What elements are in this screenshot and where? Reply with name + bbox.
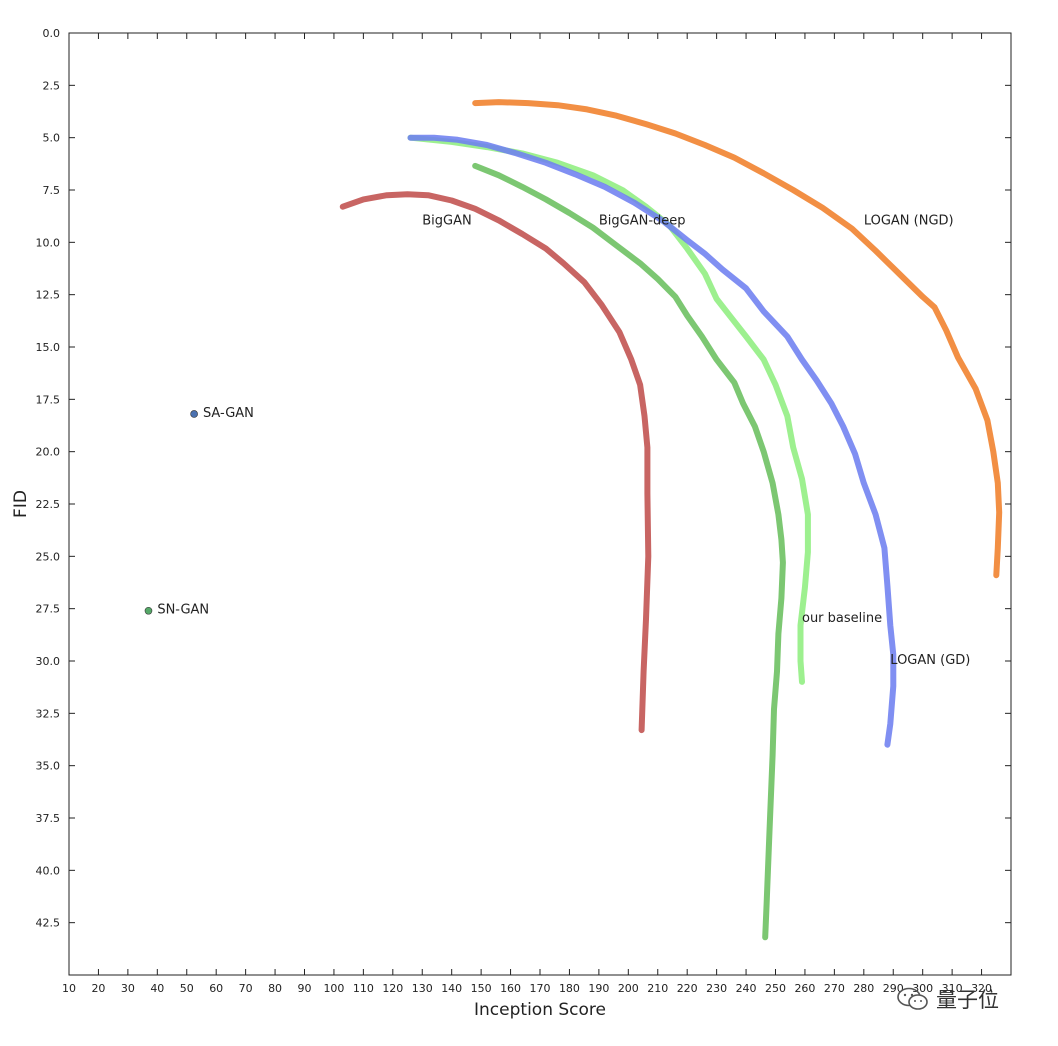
x-tick-label: 100 — [323, 982, 344, 995]
y-tick-label: 2.5 — [43, 79, 61, 92]
y-tick-label: 32.5 — [36, 707, 61, 720]
x-tick-label: 150 — [471, 982, 492, 995]
x-tick-label: 40 — [150, 982, 164, 995]
x-tick-label: 30 — [121, 982, 135, 995]
y-tick-label: 7.5 — [43, 184, 61, 197]
y-tick-label: 27.5 — [36, 603, 61, 616]
annotation-layer: BigGAN BigGAN-deep LOGAN (NGD) our baseline… — [157, 213, 970, 668]
x-tick-label: 190 — [588, 982, 609, 995]
x-tick-label: 80 — [268, 982, 282, 995]
y-tick-label: 37.5 — [36, 812, 61, 825]
x-tick-label: 290 — [883, 982, 904, 995]
x-tick-label: 260 — [794, 982, 815, 995]
series-line-logan-ngd — [472, 99, 1003, 579]
wechat-icon — [897, 987, 928, 1010]
annotation-our-baseline: our baseline — [802, 611, 882, 626]
points-layer — [144, 410, 198, 615]
x-tick-label: 230 — [706, 982, 727, 995]
x-tick-label: 270 — [824, 982, 845, 995]
x-tick-label: 200 — [618, 982, 639, 995]
y-tick-label: 42.5 — [36, 917, 61, 930]
y-tick-label: 25.0 — [36, 550, 61, 563]
x-tick-label: 280 — [853, 982, 874, 995]
y-tick-label: 20.0 — [36, 446, 61, 459]
x-tick-label: 10 — [62, 982, 76, 995]
annotation-logan-gd: LOGAN (GD) — [890, 653, 970, 668]
x-tick-label: 20 — [91, 982, 105, 995]
x-tick-label: 160 — [500, 982, 521, 995]
y-tick-label: 12.5 — [36, 289, 61, 302]
plot-frame — [68, 32, 1012, 976]
watermark: 量子位 — [896, 984, 999, 1014]
point-sa-gan — [190, 410, 198, 418]
x-tick-label: 60 — [209, 982, 223, 995]
annotation-biggan: BigGAN — [422, 213, 471, 228]
x-tick-label: 310 — [942, 982, 963, 995]
x-tick-label: 220 — [677, 982, 698, 995]
series-line-logan-gd — [407, 134, 897, 748]
y-tick-label: 5.0 — [43, 132, 61, 145]
y-axis: 0.0 2.5 5.0 7.5 10.0 12.5 15.0 17.5 20.0 22.5 25.0… — [36, 27, 1011, 930]
x-tick-label: 240 — [736, 982, 757, 995]
x-tick-label: 180 — [559, 982, 580, 995]
x-tick-label: 130 — [412, 982, 433, 995]
x-tick-label: 170 — [530, 982, 551, 995]
series-layer — [339, 99, 1003, 941]
annotation-sn-gan: SN-GAN — [157, 603, 209, 618]
y-axis-title: FID — [11, 490, 31, 518]
x-tick-label: 50 — [180, 982, 194, 995]
y-tick-label: 17.5 — [36, 393, 61, 406]
x-axis: 10 20 30 40 50 60 70 80 90 100 110 120 130 140 150 160 1… — [62, 33, 992, 995]
annotation-logan-ngd: LOGAN (NGD) — [864, 213, 954, 228]
x-tick-label: 250 — [765, 982, 786, 995]
x-axis-title: Inception Score — [474, 1000, 606, 1020]
series-line-biggan-deep — [472, 162, 786, 941]
series-line-biggan — [339, 191, 652, 734]
y-tick-label: 22.5 — [36, 498, 61, 511]
x-tick-label: 120 — [382, 982, 403, 995]
y-tick-label: 35.0 — [36, 760, 61, 773]
y-tick-label: 15.0 — [36, 341, 61, 354]
y-tick-label: 40.0 — [36, 864, 61, 877]
point-sn-gan — [144, 606, 153, 615]
y-tick-label: 30.0 — [36, 655, 61, 668]
y-tick-label: 10.0 — [36, 236, 61, 249]
series-line-our-baseline — [407, 134, 811, 685]
x-tick-label: 140 — [441, 982, 462, 995]
annotation-sa-gan: SA-GAN — [203, 406, 254, 421]
x-tick-label: 70 — [239, 982, 253, 995]
plot-area — [69, 33, 1011, 975]
x-tick-label: 210 — [647, 982, 668, 995]
annotation-biggan-deep: BigGAN-deep — [599, 213, 686, 228]
watermark-text: 量子位 — [936, 988, 999, 1012]
x-tick-label: 320 — [971, 982, 992, 995]
x-tick-label: 90 — [298, 982, 312, 995]
x-tick-label: 110 — [353, 982, 374, 995]
y-tick-label: 0.0 — [43, 27, 61, 40]
